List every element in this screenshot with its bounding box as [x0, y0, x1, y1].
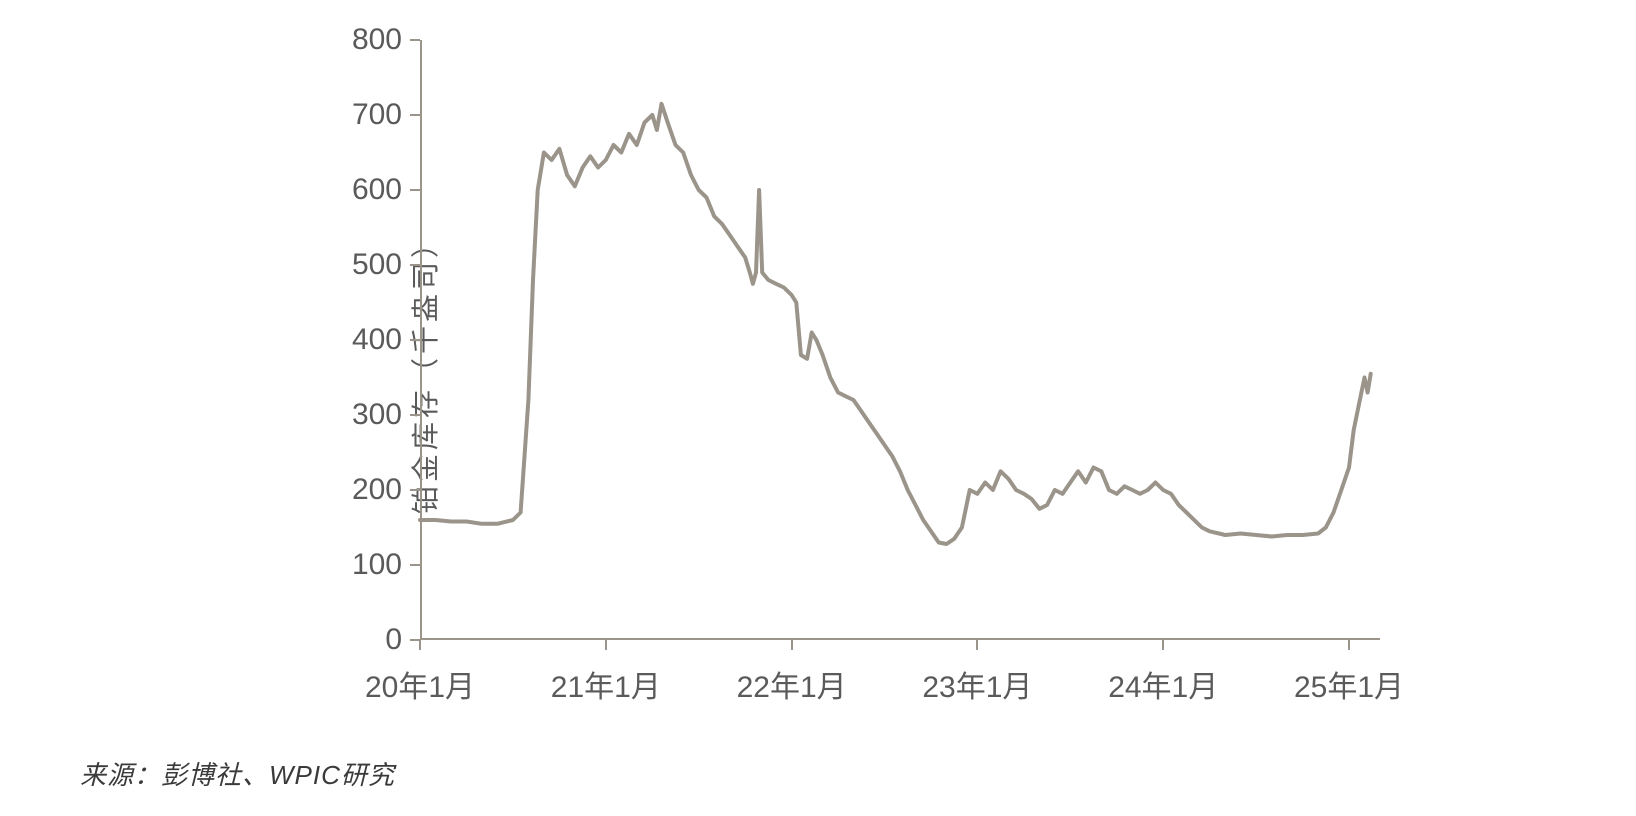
x-tick-mark — [1162, 640, 1164, 650]
plot-area: 010020030040050060070080020年1月21年1月22年1月… — [420, 40, 1380, 640]
y-tick-label: 0 — [385, 623, 402, 657]
chart-line — [420, 40, 1380, 640]
y-tick-mark — [410, 414, 420, 416]
x-tick-mark — [1348, 640, 1350, 650]
x-tick-mark — [976, 640, 978, 650]
y-tick-mark — [410, 489, 420, 491]
x-tick-label: 24年1月 — [1108, 662, 1218, 706]
y-tick-label: 500 — [352, 248, 402, 282]
y-tick-label: 600 — [352, 173, 402, 207]
x-tick-mark — [419, 640, 421, 650]
x-tick-label: 25年1月 — [1294, 662, 1404, 706]
x-tick-mark — [605, 640, 607, 650]
x-tick-label: 23年1月 — [922, 662, 1032, 706]
source-note: 来源：彭博社、WPIC研究 — [80, 755, 395, 792]
y-tick-mark — [410, 339, 420, 341]
x-tick-mark — [791, 640, 793, 650]
x-tick-label: 21年1月 — [551, 662, 661, 706]
y-tick-mark — [410, 39, 420, 41]
chart-container: 铂金库存（千盎司） 010020030040050060070080020年1月… — [300, 20, 1400, 720]
y-tick-label: 200 — [352, 473, 402, 507]
x-tick-label: 20年1月 — [365, 662, 475, 706]
y-tick-mark — [410, 264, 420, 266]
y-tick-mark — [410, 189, 420, 191]
y-tick-label: 400 — [352, 323, 402, 357]
y-tick-label: 800 — [352, 23, 402, 57]
y-tick-label: 700 — [352, 98, 402, 132]
y-tick-mark — [410, 564, 420, 566]
y-tick-mark — [410, 114, 420, 116]
y-tick-label: 300 — [352, 398, 402, 432]
x-tick-label: 22年1月 — [737, 662, 847, 706]
y-tick-label: 100 — [352, 548, 402, 582]
